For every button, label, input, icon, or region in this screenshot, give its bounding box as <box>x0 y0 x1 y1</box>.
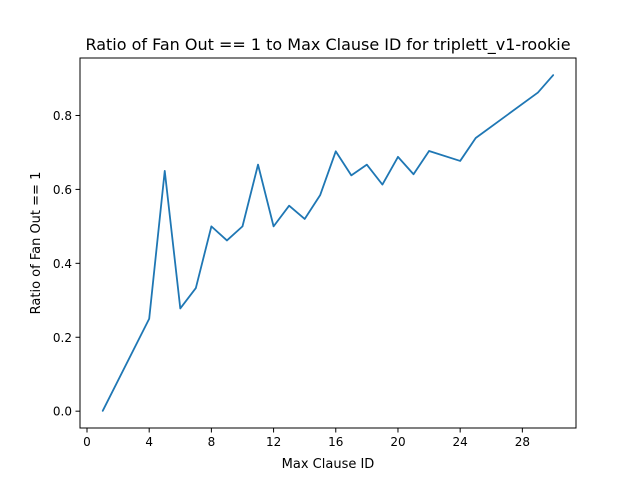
data-point <box>552 74 555 76</box>
data-point <box>272 225 275 227</box>
data-point <box>412 173 415 175</box>
data-point <box>257 164 259 166</box>
chart-title: Ratio of Fan Out == 1 to Max Clause ID f… <box>85 35 570 55</box>
y-tick-label: 0.0 <box>53 405 72 419</box>
data-point <box>164 170 166 172</box>
data-point <box>288 205 290 207</box>
y-tick-label: 0.6 <box>53 183 72 197</box>
data-point <box>179 307 181 310</box>
y-tick-label: 0.4 <box>53 257 72 271</box>
data-point <box>397 156 399 158</box>
data-point <box>350 174 352 176</box>
x-tick-label: 28 <box>515 435 530 449</box>
data-points <box>101 74 555 412</box>
data-point <box>475 137 477 139</box>
x-tick-label: 20 <box>390 435 405 449</box>
data-point <box>148 318 150 320</box>
x-tick-label: 0 <box>83 435 91 449</box>
data-point <box>101 410 104 412</box>
data-point <box>381 183 384 186</box>
y-tick-label: 0.8 <box>53 109 72 123</box>
data-point <box>195 287 197 289</box>
data-point <box>366 164 368 166</box>
x-tick-label: 12 <box>266 435 281 449</box>
plot-area-frame <box>79 57 577 429</box>
data-point <box>226 239 228 242</box>
series-line <box>101 74 555 412</box>
data-point <box>304 218 306 220</box>
y-axis-label: Ratio of Fan Out == 1 <box>29 172 44 315</box>
data-point <box>241 225 244 227</box>
x-tick-label: 24 <box>453 435 468 449</box>
y-tick-label: 0.2 <box>53 331 72 345</box>
data-point <box>319 194 321 196</box>
data-point <box>335 150 337 152</box>
data-point <box>210 225 212 227</box>
x-tick-label: 4 <box>145 435 153 449</box>
x-axis-label: Max Clause ID <box>282 457 375 472</box>
data-point <box>428 150 430 152</box>
data-point <box>537 91 539 94</box>
axis-ticks: 0 4 8 12 16 20 24 28 0.0 0.2 0.4 0.6 0.8 <box>53 109 530 449</box>
data-point <box>459 160 461 162</box>
x-tick-label: 16 <box>328 435 343 449</box>
x-tick-label: 8 <box>208 435 216 449</box>
